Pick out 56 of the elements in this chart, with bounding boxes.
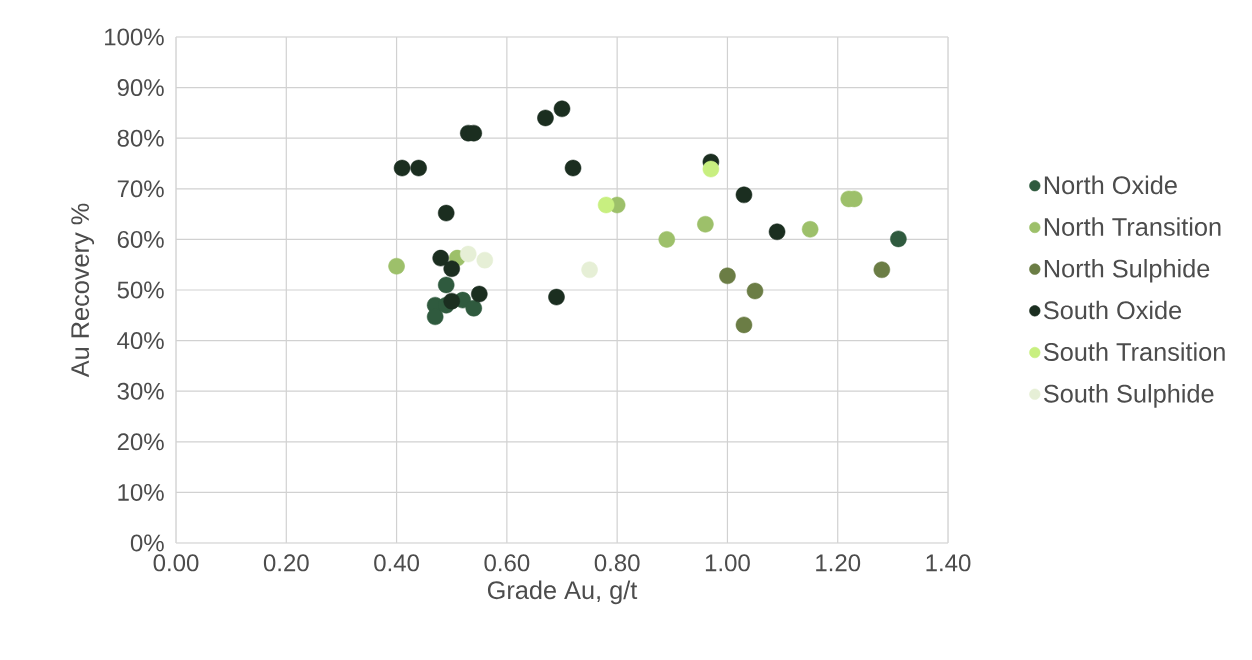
point bbox=[801, 221, 819, 238]
point bbox=[432, 249, 449, 267]
point bbox=[443, 292, 460, 310]
x-tick-label: 0.40 bbox=[374, 554, 419, 572]
point bbox=[697, 215, 714, 233]
point bbox=[459, 245, 477, 263]
legend-label: North Transition bbox=[1044, 217, 1221, 236]
x-axis-title: Grade Au, g/t bbox=[487, 580, 638, 605]
point bbox=[393, 159, 411, 177]
point bbox=[443, 260, 460, 278]
point bbox=[564, 159, 582, 177]
y-tick-label: 70% bbox=[117, 180, 164, 198]
y-tick-label: 10% bbox=[118, 483, 164, 501]
y-tick-label: 40% bbox=[117, 332, 164, 350]
point bbox=[735, 186, 753, 204]
point bbox=[658, 231, 676, 248]
x-tick-label: 0.80 bbox=[594, 554, 640, 572]
y-tick-label: 90% bbox=[117, 79, 164, 97]
x-tick-label: 0.20 bbox=[263, 554, 309, 572]
x-tick-label: 0.00 bbox=[153, 554, 199, 572]
legend-label: South Transition bbox=[1043, 342, 1225, 361]
point bbox=[465, 299, 483, 317]
x-tick-label: 1.00 bbox=[705, 554, 750, 572]
point bbox=[597, 196, 615, 214]
x-tick-label: 1.40 bbox=[926, 554, 971, 572]
point bbox=[471, 285, 488, 303]
point bbox=[702, 160, 720, 178]
y-tick-label: 30% bbox=[117, 382, 164, 400]
y-tick-label: 80% bbox=[117, 129, 164, 147]
x-tick-label: 0.60 bbox=[484, 554, 530, 572]
point bbox=[768, 223, 786, 241]
legend-label: North Oxide bbox=[1044, 175, 1177, 195]
point bbox=[735, 316, 753, 334]
y-tick-label: 60% bbox=[117, 230, 164, 248]
y-tick-label: 0% bbox=[130, 534, 164, 552]
y-axis-title: Au Recovery % bbox=[71, 203, 95, 378]
x-tick-label: 1.20 bbox=[816, 554, 861, 572]
y-tick-label: 20% bbox=[117, 433, 164, 451]
point bbox=[581, 261, 598, 279]
legend-label: North Sulphide bbox=[1044, 258, 1210, 283]
point bbox=[719, 267, 736, 285]
point bbox=[388, 257, 405, 275]
point bbox=[476, 251, 494, 269]
point bbox=[437, 204, 455, 222]
point bbox=[890, 230, 907, 248]
point bbox=[553, 100, 571, 118]
y-tick-label: 50% bbox=[117, 281, 164, 299]
legend-label: South Oxide bbox=[1043, 300, 1182, 320]
point bbox=[410, 159, 427, 177]
point bbox=[548, 288, 565, 306]
point bbox=[873, 261, 891, 279]
point bbox=[746, 282, 764, 300]
y-tick-label: 100% bbox=[105, 28, 164, 46]
point bbox=[537, 109, 554, 127]
legend-label: South Sulphide bbox=[1043, 384, 1214, 408]
point bbox=[437, 276, 455, 294]
